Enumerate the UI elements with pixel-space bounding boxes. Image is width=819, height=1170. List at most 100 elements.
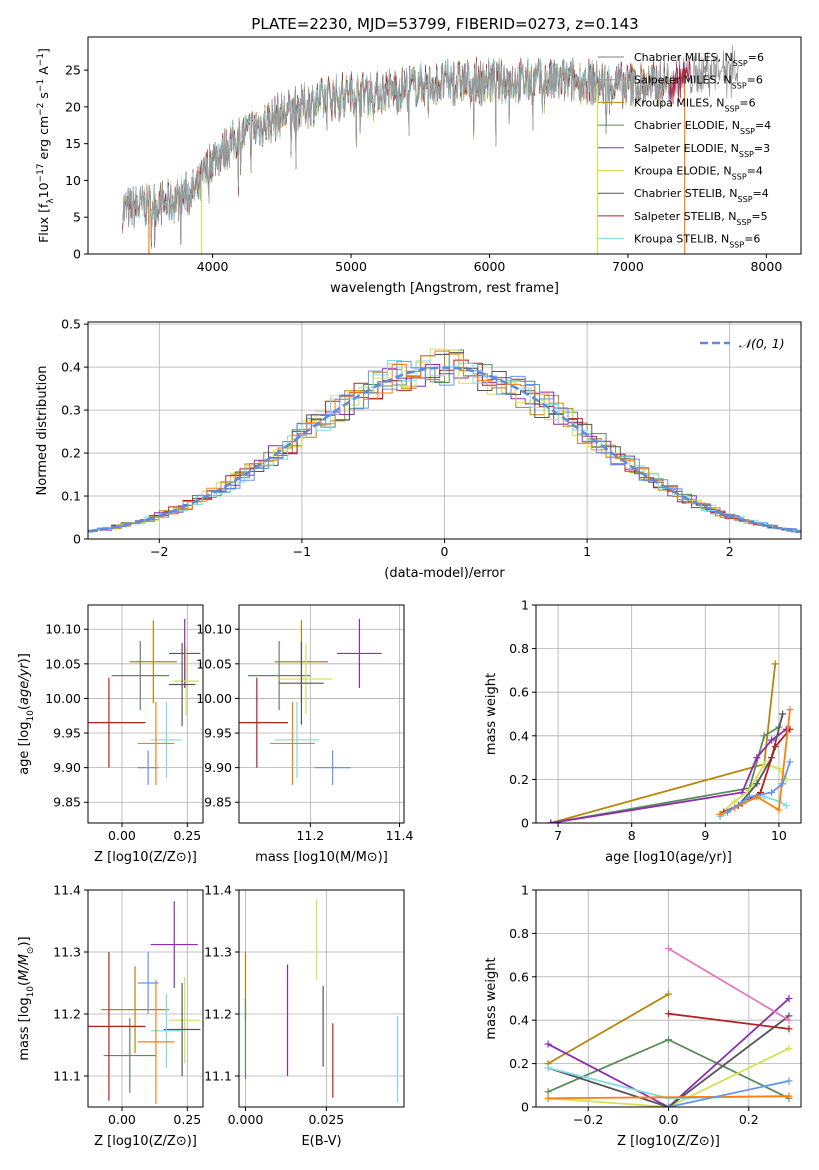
y-tick-label: 10	[65, 173, 81, 188]
error-bar-point	[88, 677, 146, 768]
label-part: mass [log	[17, 997, 32, 1060]
mass-vs-metallicity-panel: 0.00 0.25 11.1 11.2 11.3 11.4 Z [log10(Z/Z⊙)] m…	[17, 883, 204, 1149]
error-bar-point	[163, 983, 201, 1076]
axes-frame	[87, 604, 204, 824]
axes-frame	[87, 889, 204, 1108]
x-axis-label: age [log10(age/yr)]	[605, 850, 732, 865]
error-bar-point	[103, 1018, 156, 1093]
legend-entry: Kroupa MILES, NSSP=6	[634, 96, 756, 113]
y-tick-label: 11.2	[53, 1007, 81, 1022]
label-part: 10	[26, 986, 36, 998]
label-part: Kroupa MILES, N	[634, 96, 724, 109]
weight-marker	[782, 802, 790, 810]
label-part: SSP	[729, 240, 744, 249]
label-part: =4	[747, 165, 763, 178]
weight-vs-metallicity-panel: −0.2 0.0 0.2 0 0.2 0.4 0.6 0.8 1 Z [log10(Z/Z⊙)] m…	[484, 883, 802, 1149]
label-part: SSP	[738, 195, 753, 204]
x-tick-label: 0.00	[108, 828, 136, 843]
label-part: SSP	[732, 81, 747, 90]
legend-entry: Chabrier MILES, NSSP=6	[634, 51, 764, 68]
y-tick-label: 11.1	[53, 1069, 81, 1084]
error-bar-point	[129, 620, 177, 704]
y-tick-label: 11.4	[204, 883, 232, 898]
weight-marker	[785, 1092, 793, 1100]
plot-area	[239, 618, 382, 785]
y-axis-label: mass weight	[484, 957, 499, 1039]
label-part: (	[17, 705, 32, 710]
plot-area	[88, 348, 801, 534]
weight-marker	[785, 995, 793, 1002]
weight-series-line	[668, 1080, 790, 1107]
weight-marker	[665, 1094, 672, 1102]
label-part: −1	[36, 53, 46, 66]
label-part: s	[36, 92, 51, 103]
label-part: =4	[753, 187, 769, 200]
x-tick-label: 8	[628, 828, 636, 843]
axes-frame	[535, 604, 802, 824]
label-part: =6	[747, 74, 763, 87]
label-part: age [log	[17, 722, 32, 775]
weight-marker	[665, 1010, 672, 1018]
label-part: Flux [f	[36, 203, 51, 243]
error-bar-point	[270, 701, 315, 785]
weight-marker	[779, 710, 787, 718]
y-axis-label: mass [log10(M/M⊙)]	[17, 936, 36, 1060]
weight-series-line	[668, 1012, 790, 1030]
label-part: M/M	[17, 954, 32, 981]
legend-entry: Salpeter STELIB, NSSP=5	[634, 210, 768, 227]
label-part: )]	[17, 936, 32, 946]
label-part: SSP	[736, 217, 751, 226]
x-tick-label: 10	[771, 828, 787, 843]
weight-marker	[665, 945, 672, 953]
plot-area	[122, 45, 739, 254]
plot-area	[544, 945, 793, 1107]
label-part: =6	[744, 233, 760, 246]
label-part: −17	[36, 163, 46, 182]
y-tick-label: 0.4	[509, 728, 529, 743]
plot-area	[547, 660, 794, 823]
x-axis-label: (data-model)/error	[384, 566, 505, 581]
x-tick-label: 4000	[197, 259, 229, 274]
weight-marker	[731, 797, 739, 805]
spectrum-panel: 4000 5000 6000 7000 8000 0 5 10 15 20 25 wavelength…	[36, 36, 802, 296]
mass-vs-extinction-panel: 0.000 0.025 11.1 11.2 11.3 11.4 E(B-V)	[204, 883, 405, 1149]
error-bar-point	[137, 701, 175, 785]
x-tick-label: 0.0	[659, 1112, 679, 1127]
y-tick-label: 1	[521, 883, 529, 898]
weight-marker	[785, 1077, 793, 1085]
y-tick-label: 0.5	[61, 317, 81, 332]
weight-series-line	[547, 1095, 790, 1100]
weight-marker	[760, 760, 768, 768]
weight-marker	[786, 758, 794, 766]
error-bar-point	[247, 640, 311, 711]
y-tick-label: 10.00	[196, 691, 232, 706]
y-tick-label: 11.3	[204, 945, 232, 960]
x-tick-label: 7	[554, 828, 562, 843]
label-part: Salpeter ELODIE, N	[634, 142, 739, 155]
label-part: Chabrier ELODIE, N	[634, 119, 740, 132]
weight-marker	[785, 1025, 793, 1033]
x-tick-label: 6000	[474, 259, 506, 274]
weight-series-line	[719, 763, 788, 815]
age-vs-metallicity-panel: 0.00 0.25 9.85 9.90 9.95 10.00 10.05 10.10 Z [lo…	[17, 604, 204, 865]
label-part: =4	[755, 119, 771, 132]
label-part: =3	[754, 142, 770, 155]
weight-marker	[785, 1016, 793, 1024]
weight-marker	[547, 819, 555, 823]
weight-marker	[775, 765, 783, 772]
x-tick-label: 11.2	[296, 828, 324, 843]
label-part: 10	[26, 710, 36, 722]
x-axis-label: E(B-V)	[301, 1134, 341, 1149]
axes-frame	[87, 36, 802, 255]
age-vs-mass-panel: 11.2 11.4 9.85 9.90 9.95 10.00 10.05 10.10 mass …	[196, 604, 413, 865]
x-tick-label: 0.00	[108, 1112, 136, 1127]
label-part: SSP	[740, 127, 755, 136]
legend-entry: Chabrier STELIB, NSSP=4	[634, 187, 769, 204]
label-part: ⊙	[26, 947, 36, 955]
weight-marker	[768, 788, 776, 796]
axes-frame	[238, 889, 405, 1108]
label-part: A	[36, 66, 51, 79]
y-tick-label: 10.10	[45, 622, 81, 637]
label-part: Salpeter MILES, N	[634, 74, 732, 87]
